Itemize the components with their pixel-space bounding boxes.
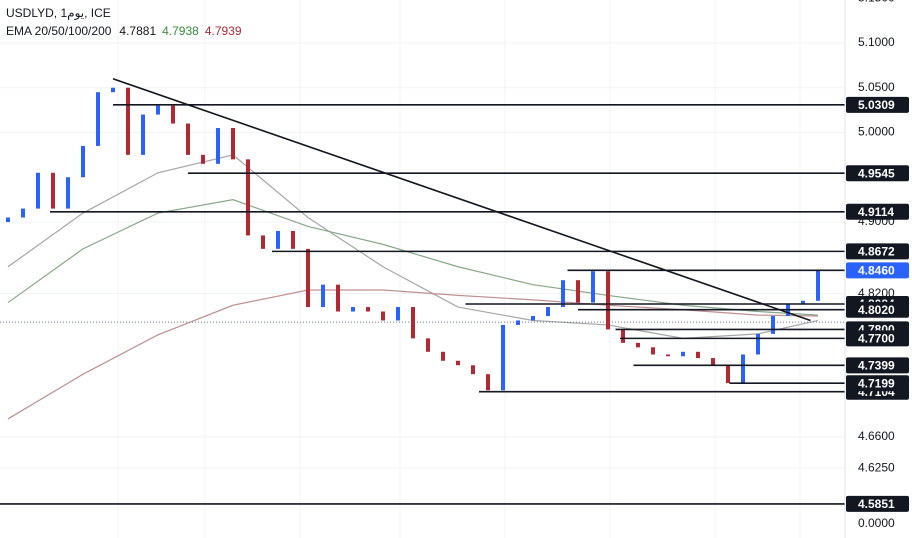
candle: [591, 271, 595, 303]
y-tick-label: 4.6250: [858, 460, 895, 474]
candle: [621, 329, 625, 343]
level-label: 4.7199: [858, 376, 895, 390]
vertical-grid: [117, 0, 801, 538]
level-label-box: [846, 203, 909, 220]
axis-footer: 0.0000: [858, 516, 895, 530]
candle: [741, 354, 745, 384]
candle: [321, 284, 325, 308]
candle: [696, 351, 700, 359]
candle: [771, 315, 775, 334]
candle: [366, 307, 370, 312]
candle: [681, 351, 685, 357]
candle: [216, 128, 220, 164]
candle: [246, 159, 250, 236]
y-tick-label: 5.1000: [858, 35, 895, 49]
trendline: [112, 78, 811, 322]
candle: [21, 208, 25, 218]
indicator-value: 4.7939: [205, 24, 242, 38]
level-label-box: [846, 357, 909, 374]
candle: [561, 280, 565, 308]
candle: [81, 145, 85, 178]
indicator-name: EMA 20/50/100/200: [6, 24, 112, 38]
candle: [291, 230, 295, 249]
candle: [171, 105, 175, 124]
candle: [441, 351, 445, 361]
level-label-box: [846, 330, 909, 347]
level-label: 4.7399: [858, 358, 895, 372]
candle: [726, 365, 730, 384]
candle: [576, 280, 580, 303]
candle: [231, 128, 235, 160]
candle: [711, 358, 715, 366]
level-label-box: [846, 96, 909, 113]
candle: [651, 347, 655, 355]
level-label: 4.9545: [858, 166, 895, 180]
ema-line: [7, 199, 819, 316]
level-label: 4.5851: [858, 497, 895, 511]
candle: [36, 172, 40, 209]
candle: [126, 87, 130, 155]
candle: [666, 354, 670, 357]
candle: [201, 154, 205, 164]
level-label: 4.8460: [858, 264, 895, 278]
y-tick-label: 5.0000: [858, 125, 895, 139]
level-label-box: [846, 495, 909, 512]
candle: [486, 374, 490, 391]
indicator-value: 4.7881: [119, 24, 156, 38]
level-label-box: [846, 243, 909, 260]
level-label: 4.8020: [858, 303, 895, 317]
candle: [516, 320, 520, 325]
candle: [261, 235, 265, 249]
y-tick-label: 4.6600: [858, 429, 895, 443]
level-label: 5.0309: [858, 98, 895, 112]
candle: [801, 300, 805, 305]
level-label: 4.8672: [858, 245, 895, 259]
candle: [531, 315, 535, 321]
candle: [186, 123, 190, 155]
candle: [456, 360, 460, 366]
candle: [336, 284, 340, 312]
candle: [411, 307, 415, 339]
candle: [636, 342, 640, 348]
candle: [501, 324, 505, 391]
candle: [51, 172, 55, 209]
candle: [6, 217, 10, 223]
level-label-box: [846, 301, 909, 318]
level-label: 4.9114: [858, 205, 894, 219]
candle: [111, 87, 115, 93]
indicator-value: 4.7938: [162, 24, 199, 38]
candle: [96, 92, 100, 146]
candle: [471, 365, 475, 375]
level-label-box: [846, 165, 909, 182]
candle: [381, 311, 385, 321]
y-tick-label: 5.1500: [858, 0, 895, 4]
candle: [816, 270, 820, 301]
level-label-box: [846, 262, 909, 279]
candle: [156, 105, 160, 115]
candle: [396, 307, 400, 321]
candle: [66, 177, 70, 209]
chart-title: USDLYD, 1يوم, ICE: [6, 6, 111, 20]
candle: [426, 338, 430, 352]
candle: [306, 248, 310, 308]
candle: [606, 271, 610, 330]
ema-line: [7, 289, 819, 420]
candle: [141, 114, 145, 155]
candle: [351, 307, 355, 312]
candle: [756, 333, 760, 355]
y-tick-label: 5.0500: [858, 80, 895, 94]
candle: [546, 307, 550, 316]
level-label-box: [846, 375, 909, 392]
candle: [276, 230, 280, 249]
level-label: 4.7700: [858, 332, 895, 346]
